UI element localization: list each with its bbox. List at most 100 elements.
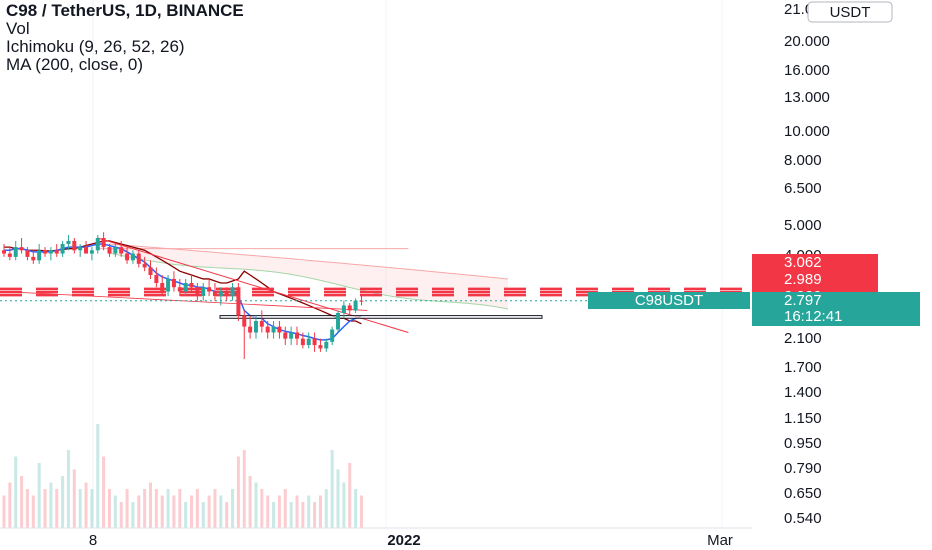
candle-body-37: [218, 291, 223, 297]
volume-bar-2: [14, 456, 18, 528]
volume-bar-20: [119, 502, 123, 528]
candle-body-18: [107, 247, 112, 254]
y-tick-label-13: 0.950: [784, 435, 822, 452]
volume-bar-41: [242, 450, 246, 528]
volume-bar-17: [102, 456, 106, 528]
last-price-tag-bg: [752, 292, 920, 326]
y-tick-label-9: 2.100: [784, 330, 822, 347]
candle-body-30: [177, 287, 182, 292]
volume-bar-58: [342, 482, 346, 528]
candle-body-28: [166, 278, 171, 292]
indicator-ma[interactable]: MA (200, close, 0): [6, 55, 144, 74]
candle-body-27: [160, 283, 165, 292]
volume-bar-59: [348, 463, 352, 528]
candle-body-23: [136, 253, 141, 264]
candle-body-15: [89, 250, 94, 254]
time-axis[interactable]: 8 2022 Mar: [0, 527, 752, 549]
currency-button-label: USDT: [830, 4, 871, 21]
volume-bar-14: [84, 482, 88, 528]
candle-body-57: [336, 313, 341, 330]
volume-bar-10: [61, 476, 65, 528]
volume-bar-37: [219, 495, 223, 528]
volume-bar-54: [318, 495, 322, 528]
y-tick-label-3: 13.000: [784, 89, 830, 106]
symbol-tag-label: C98USDT: [635, 292, 703, 309]
volume-bar-32: [190, 495, 194, 528]
indicator-ichimoku[interactable]: Ichimoku (9, 26, 52, 26): [6, 37, 185, 56]
candle-body-34: [201, 287, 206, 297]
volume-bar-34: [201, 502, 205, 528]
candle-body-50: [295, 332, 299, 339]
volume-bar-49: [289, 502, 293, 528]
x-tick-label-1: 2022: [387, 532, 420, 549]
candle-body-14: [84, 247, 89, 254]
y-tick-label-14: 0.790: [784, 460, 822, 477]
volume-bar-21: [125, 489, 129, 528]
candle-body-24: [142, 263, 147, 268]
symbol-title[interactable]: C98 / TetherUS, 1D, BINANCE: [6, 1, 244, 20]
y-tick-label-2: 16.000: [784, 62, 830, 79]
price-tag-label-1: 2.989: [784, 271, 822, 288]
volume-bar-51: [301, 502, 305, 528]
volume-bar-61: [359, 495, 363, 528]
volume-bar-46: [272, 502, 276, 528]
candle-body-33: [195, 287, 200, 297]
y-tick-label-11: 1.400: [784, 384, 822, 401]
candle-body-4: [25, 250, 30, 257]
candle-body-45: [265, 326, 270, 333]
volume-bar-31: [184, 502, 188, 528]
volume-bar-47: [277, 495, 281, 528]
candle-body-26: [154, 275, 159, 284]
candle-body-60: [353, 300, 358, 311]
price-tag-bg-0: [752, 254, 878, 271]
candle-body-13: [78, 247, 83, 251]
volume-bar-9: [55, 489, 59, 528]
candle-body-7: [43, 250, 48, 254]
candle-body-47: [277, 326, 282, 333]
volume-bar-40: [236, 456, 240, 528]
candle-body-1: [7, 253, 12, 257]
candle-body-54: [318, 345, 323, 349]
volume-bar-43: [254, 482, 258, 528]
x-tick-label-0: 8: [89, 532, 97, 549]
volume-bar-7: [43, 489, 47, 528]
candle-body-56: [330, 329, 335, 342]
volume-bar-12: [72, 469, 76, 528]
candle-body-43: [253, 321, 258, 333]
y-tick-label-15: 0.650: [784, 485, 822, 502]
candle-body-0: [2, 250, 6, 254]
volume-bar-8: [49, 482, 53, 528]
candle-body-36: [212, 291, 217, 297]
x-tick-label-2: Mar: [707, 532, 733, 549]
volume-bar-48: [283, 489, 287, 528]
candle-body-41: [242, 315, 247, 327]
currency-button[interactable]: [807, 1, 893, 23]
candle-body-52: [306, 338, 311, 346]
volume-bar-35: [207, 495, 211, 528]
y-tick-label-4: 10.000: [784, 123, 830, 140]
volume-bar-29: [172, 495, 176, 528]
candle-body-21: [125, 253, 130, 261]
volume-bar-38: [225, 502, 229, 528]
leading-span-a: [109, 252, 509, 310]
candle-body-12: [72, 240, 77, 251]
candle-body-55: [324, 341, 329, 349]
volume-bar-30: [178, 489, 182, 528]
volume-bar-45: [266, 495, 270, 528]
candle-body-59: [347, 305, 352, 311]
candle-body-32: [189, 283, 194, 288]
volume-bar-5: [31, 495, 35, 528]
candle-body-9: [54, 250, 59, 254]
volume-bar-23: [137, 495, 141, 528]
volume-bar-15: [90, 489, 94, 528]
candle-body-48: [283, 332, 288, 339]
candle-body-51: [300, 338, 305, 346]
volume-bar-6: [37, 463, 41, 528]
candle-body-22: [130, 253, 135, 261]
price-tag-label-0: 3.062: [784, 254, 822, 271]
indicator-vol[interactable]: Vol: [6, 19, 30, 38]
grid: [92, 0, 723, 528]
volume-bar-39: [231, 489, 235, 528]
y-tick-label-1: 20.000: [784, 33, 830, 50]
